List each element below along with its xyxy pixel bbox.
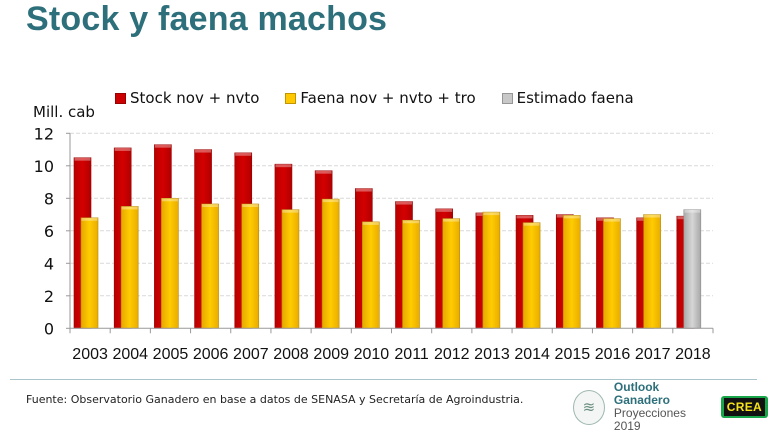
bar-cap bbox=[154, 144, 171, 148]
x-tick-label: 2005 bbox=[153, 346, 189, 363]
bar-cap bbox=[235, 152, 252, 156]
bar-cap bbox=[81, 217, 98, 221]
bar-faena-2012 bbox=[442, 218, 460, 329]
x-tick-label: 2007 bbox=[233, 346, 269, 363]
bar-faena-2016 bbox=[603, 218, 621, 329]
footer-logos: ≋ Outlook Ganadero Proyecciones 2019 CRE… bbox=[573, 381, 768, 433]
x-tick-label: 2014 bbox=[514, 346, 550, 363]
x-tick-label: 2003 bbox=[72, 346, 108, 363]
bar-cap bbox=[396, 201, 412, 205]
bar-cap bbox=[282, 209, 299, 213]
x-tick-label: 2006 bbox=[193, 346, 229, 363]
x-tick-label: 2012 bbox=[434, 346, 470, 363]
x-tick-label: 2011 bbox=[394, 346, 429, 363]
x-tick-label: 2009 bbox=[313, 346, 349, 363]
bar-faena-2004 bbox=[120, 206, 139, 329]
bar-cap bbox=[443, 218, 460, 222]
bar-faena-2008 bbox=[281, 209, 300, 329]
y-tick-label: 8 bbox=[44, 189, 54, 208]
bar-cap bbox=[275, 164, 292, 168]
bar-cap bbox=[315, 170, 332, 174]
bar-cap bbox=[202, 203, 219, 207]
bar-faena-2013 bbox=[482, 211, 501, 329]
outlook-logo-text: Outlook Ganadero Proyecciones 2019 bbox=[614, 381, 709, 433]
bar-cap bbox=[403, 220, 419, 224]
bar-faena-2015 bbox=[562, 215, 581, 329]
x-tick-label: 2008 bbox=[273, 346, 309, 363]
bar-cap bbox=[523, 222, 540, 226]
bar-cap bbox=[362, 221, 379, 225]
bar-cap bbox=[603, 218, 620, 222]
bar-cap bbox=[114, 147, 131, 151]
bar-cap bbox=[195, 149, 212, 153]
bar-faena-2005 bbox=[161, 198, 179, 329]
legend-item-faena: Faena nov + nvto + tro bbox=[285, 89, 476, 107]
legend-swatch-estimado bbox=[501, 92, 513, 104]
bar-cap bbox=[644, 214, 661, 218]
landscape-emblem-icon: ≋ bbox=[573, 389, 605, 425]
bar-faena-2003 bbox=[80, 217, 99, 329]
legend-item-estimado: Estimado faena bbox=[501, 89, 634, 107]
bar-faena-2007 bbox=[241, 203, 260, 329]
bar-faena-2006 bbox=[201, 203, 219, 329]
y-tick-label: 4 bbox=[44, 254, 54, 273]
crea-logo: CREA bbox=[720, 396, 768, 418]
outlook-logo-title: Outlook Ganadero bbox=[613, 380, 670, 407]
bar-cap bbox=[684, 209, 701, 213]
chart-legend: Stock nov + nvto Faena nov + nvto + tro … bbox=[115, 89, 660, 107]
bar-cap bbox=[436, 208, 453, 212]
x-tick-label: 2015 bbox=[555, 346, 591, 363]
source-note: Fuente: Observatorio Ganadero en base a … bbox=[26, 393, 524, 406]
x-tick-label: 2018 bbox=[675, 346, 711, 363]
x-tick-label: 2013 bbox=[474, 346, 510, 363]
outlook-logo-subtitle: Proyecciones 2019 bbox=[613, 406, 686, 433]
bar-faena-2014 bbox=[522, 222, 541, 329]
x-tick-label: 2004 bbox=[112, 346, 148, 363]
bar-faena-2011 bbox=[402, 219, 420, 329]
y-axis-label: Mill. cab bbox=[33, 103, 95, 121]
bar-cap bbox=[121, 206, 138, 210]
legend-item-stock: Stock nov + nvto bbox=[115, 89, 259, 107]
bar-chart: 0 2 4 6 8 10 12 2003 2004 2005 2006 2007 2008 2009 201… bbox=[34, 124, 714, 363]
footer-divider bbox=[10, 379, 757, 380]
legend-label-estimado: Estimado faena bbox=[516, 89, 634, 107]
legend-swatch-stock bbox=[115, 92, 126, 104]
legend-label-faena: Faena nov + nvto + tro bbox=[300, 89, 476, 107]
bar-cap bbox=[242, 203, 259, 207]
crea-logo-text: CREA bbox=[723, 398, 765, 416]
bar-cap bbox=[322, 199, 339, 203]
y-tick-label: 10 bbox=[34, 157, 54, 176]
bar-cap bbox=[355, 188, 372, 192]
x-tick-label: 2010 bbox=[354, 346, 390, 363]
y-tick-label: 6 bbox=[44, 222, 54, 241]
bar-cap bbox=[74, 157, 91, 161]
x-tick-label: 2017 bbox=[635, 346, 671, 363]
y-tick-label: 2 bbox=[44, 287, 54, 306]
bar-cap bbox=[161, 198, 178, 202]
bar-estimado-2018 bbox=[683, 209, 702, 329]
bar-cap bbox=[563, 215, 580, 219]
bar-cap bbox=[516, 215, 533, 219]
y-tick-label: 12 bbox=[34, 124, 54, 143]
bar-cap bbox=[483, 212, 500, 216]
bar-faena-2010 bbox=[362, 221, 380, 329]
bar-faena-2017 bbox=[643, 214, 661, 329]
y-tick-label: 0 bbox=[44, 319, 54, 338]
legend-label-stock: Stock nov + nvto bbox=[130, 89, 260, 107]
page-title: Stock y faena machos bbox=[26, 0, 388, 38]
bar-faena-2009 bbox=[321, 198, 340, 329]
x-tick-label: 2016 bbox=[595, 346, 631, 363]
legend-swatch-faena bbox=[285, 92, 297, 104]
